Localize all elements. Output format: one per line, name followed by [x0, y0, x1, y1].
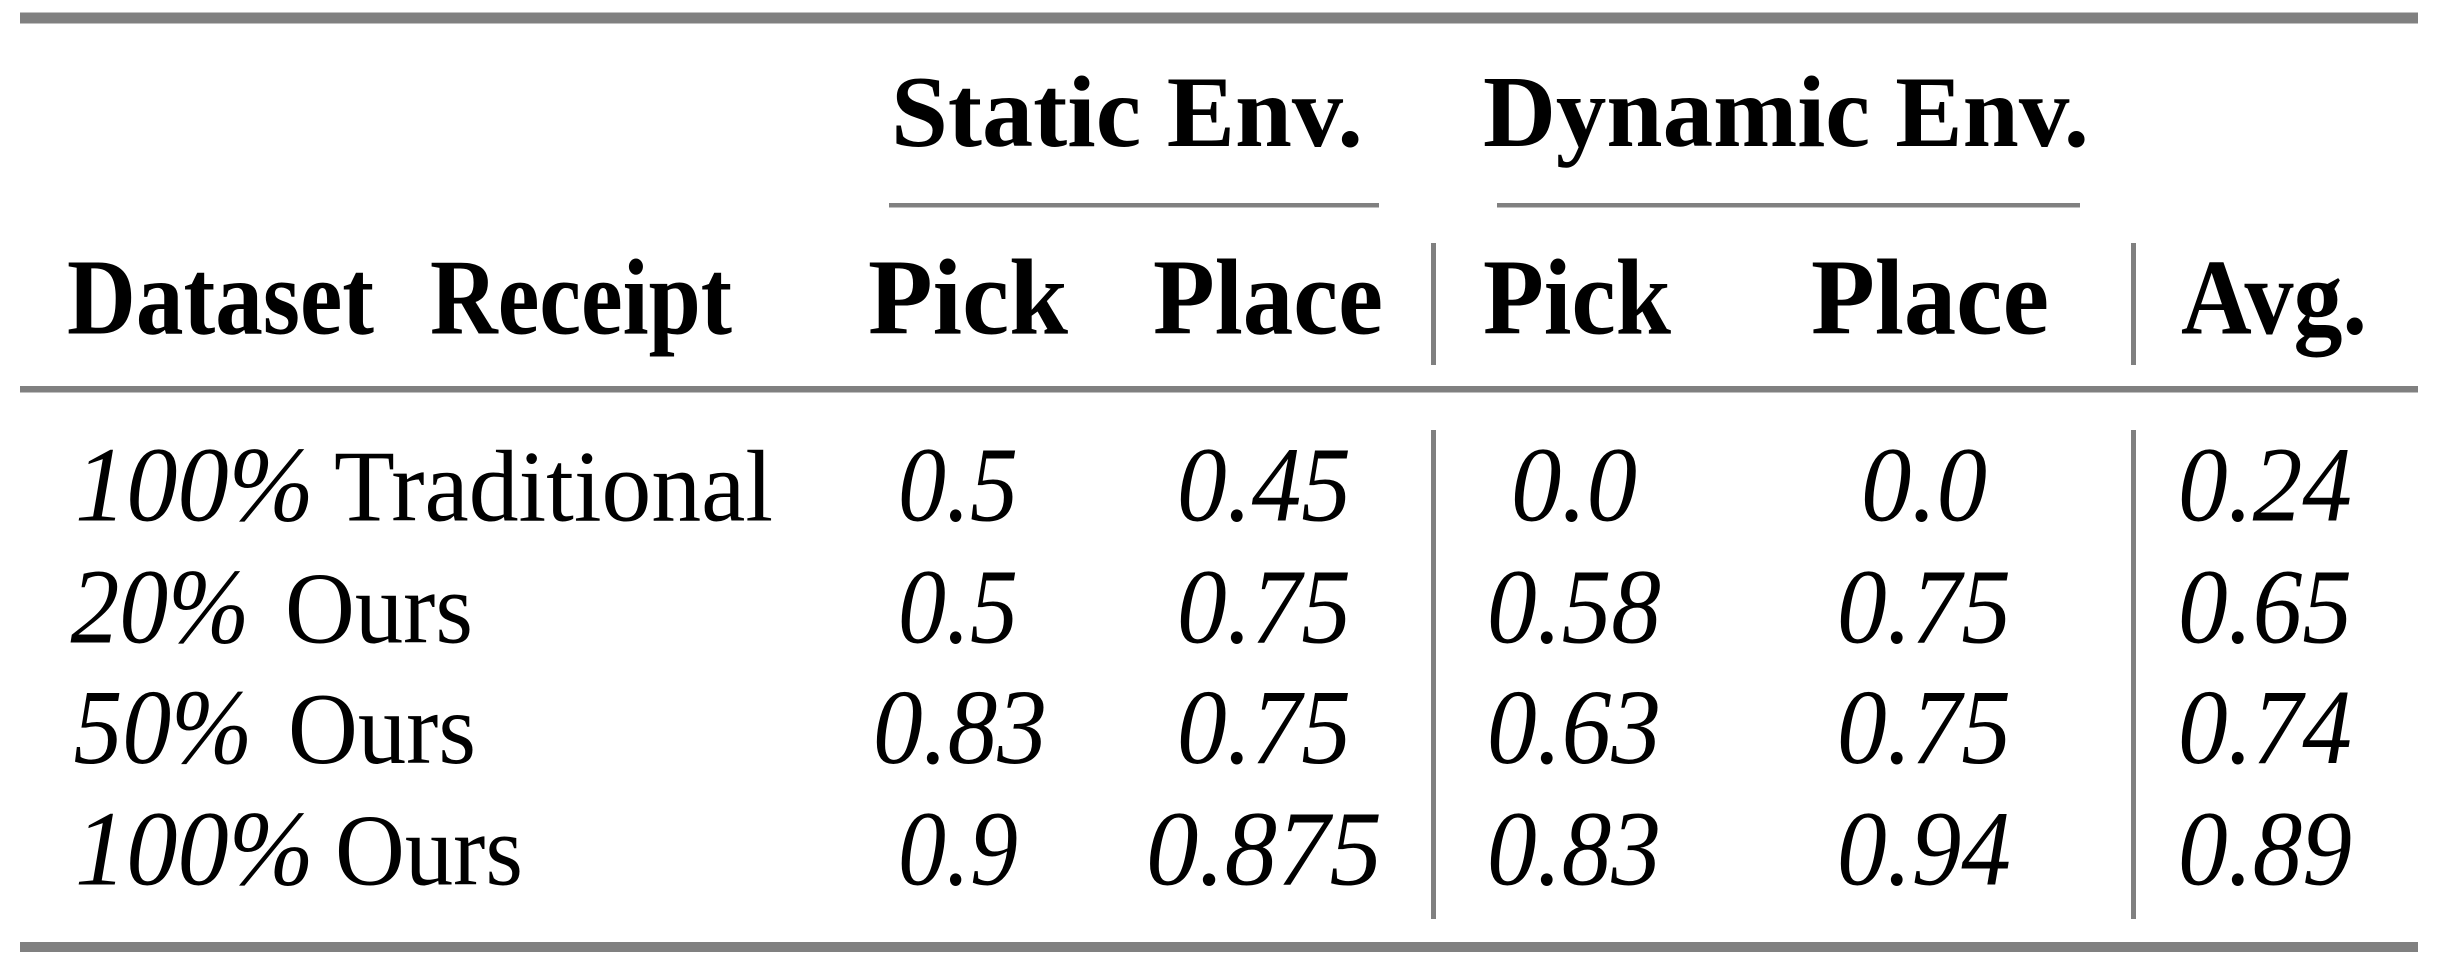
svg-text:Avg.: Avg. — [2181, 239, 2367, 358]
svg-text:Ours: Ours — [288, 673, 476, 786]
svg-text:0.74: 0.74 — [2178, 669, 2352, 787]
svg-text:0.75: 0.75 — [1177, 549, 1351, 667]
svg-text:Pick: Pick — [1483, 239, 1671, 358]
svg-text:0.0: 0.0 — [1511, 427, 1637, 545]
svg-text:0.83: 0.83 — [1487, 791, 1661, 909]
svg-text:0.5: 0.5 — [898, 549, 1018, 667]
svg-text:100%: 100% — [75, 791, 314, 909]
svg-text:Traditional: Traditional — [334, 431, 773, 544]
svg-text:0.24: 0.24 — [2178, 427, 2352, 545]
svg-text:0.89: 0.89 — [2178, 791, 2352, 909]
svg-text:Receipt: Receipt — [430, 239, 732, 358]
svg-text:0.63: 0.63 — [1487, 669, 1661, 787]
svg-text:0.75: 0.75 — [1837, 669, 2011, 787]
svg-text:0.0: 0.0 — [1861, 427, 1987, 545]
svg-text:50%: 50% — [74, 669, 253, 787]
svg-text:0.5: 0.5 — [898, 427, 1018, 545]
svg-text:0.94: 0.94 — [1837, 791, 2011, 909]
svg-text:0.875: 0.875 — [1146, 791, 1382, 909]
svg-text:0.45: 0.45 — [1177, 427, 1351, 545]
svg-text:Dataset: Dataset — [67, 239, 374, 358]
svg-text:Pick: Pick — [868, 239, 1068, 358]
svg-text:Ours: Ours — [285, 553, 473, 666]
svg-text:Dynamic Env.: Dynamic Env. — [1483, 56, 2089, 169]
svg-text:Place: Place — [1153, 239, 1383, 358]
svg-text:Ours: Ours — [335, 795, 523, 908]
svg-text:0.65: 0.65 — [2178, 549, 2352, 667]
svg-text:Static Env.: Static Env. — [891, 56, 1363, 169]
svg-text:0.75: 0.75 — [1837, 549, 2011, 667]
svg-text:0.83: 0.83 — [873, 669, 1047, 787]
svg-text:0.58: 0.58 — [1487, 549, 1661, 667]
svg-text:0.75: 0.75 — [1177, 669, 1351, 787]
svg-text:20%: 20% — [71, 549, 250, 667]
svg-text:0.9: 0.9 — [898, 791, 1018, 909]
svg-text:Place: Place — [1811, 239, 2049, 358]
svg-text:100%: 100% — [75, 427, 314, 545]
